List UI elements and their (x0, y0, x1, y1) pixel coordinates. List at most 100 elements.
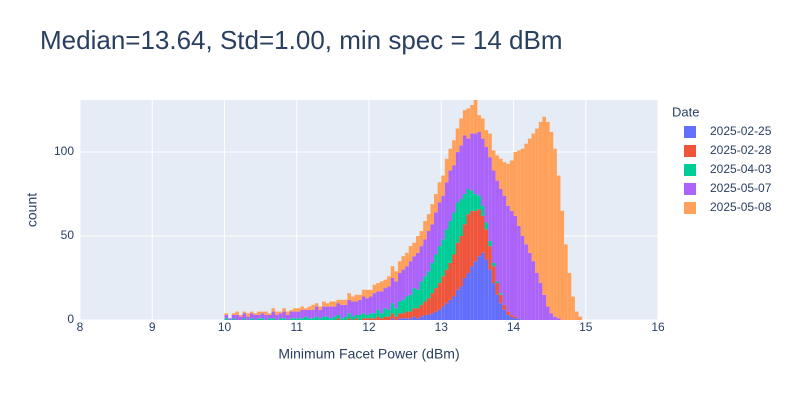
bar (499, 158, 503, 190)
bar (437, 182, 442, 203)
legend-item[interactable]: 2025-05-07 (684, 181, 772, 195)
bar (238, 314, 243, 317)
bar (390, 303, 395, 314)
bar (405, 318, 409, 320)
bar (231, 314, 236, 319)
bar (437, 283, 442, 310)
bar (260, 313, 265, 319)
bar (238, 316, 243, 320)
bar (267, 318, 272, 320)
bar (437, 246, 442, 284)
bar (271, 308, 276, 312)
bar (419, 281, 424, 305)
bar (369, 289, 373, 297)
bar (354, 318, 359, 320)
bar (452, 296, 456, 320)
bar (303, 308, 308, 310)
bar (275, 311, 279, 315)
bar (365, 318, 369, 320)
x-tick-label: 12 (362, 320, 376, 334)
legend-item[interactable]: 2025-02-28 (684, 143, 772, 157)
bar (347, 313, 351, 319)
x-tick-label: 8 (77, 320, 84, 334)
legend-item[interactable]: 2025-04-03 (684, 162, 772, 176)
bar (282, 308, 286, 312)
bar (430, 204, 435, 225)
bar (314, 316, 319, 320)
x-tick-label: 11 (291, 320, 304, 334)
bar (531, 261, 536, 320)
bar (379, 318, 384, 320)
bar (513, 215, 518, 317)
bar (311, 309, 315, 319)
bar (452, 212, 456, 255)
bar (495, 283, 500, 295)
bar (495, 294, 500, 320)
bar (556, 318, 561, 320)
bar (271, 318, 276, 320)
bar (434, 194, 438, 213)
bar (419, 304, 424, 317)
legend-item[interactable]: 2025-02-25 (684, 124, 772, 138)
legend-label: 2025-02-28 (710, 143, 772, 157)
bar (477, 115, 481, 132)
bar (365, 289, 369, 299)
bar (426, 230, 431, 272)
bar (397, 318, 402, 320)
bar (462, 278, 467, 320)
x-tick-label: 13 (435, 320, 449, 334)
bar (401, 299, 406, 314)
bar (401, 269, 406, 300)
bar (527, 252, 532, 320)
bar (434, 311, 438, 320)
bar (387, 276, 391, 287)
bar (556, 175, 561, 319)
bar (484, 130, 489, 148)
y-tick-label: 0 (67, 312, 74, 326)
bar (553, 148, 557, 317)
bar (329, 301, 333, 307)
bar (314, 306, 319, 317)
bar (419, 316, 424, 320)
bar (246, 316, 250, 320)
bar (246, 313, 250, 317)
bar (361, 289, 366, 297)
bar (397, 272, 402, 302)
bar (350, 316, 355, 320)
bar (546, 121, 550, 307)
bar (415, 252, 420, 290)
bar (350, 296, 355, 302)
bar (477, 195, 481, 210)
bar (231, 313, 236, 315)
bar (520, 236, 525, 320)
bar (318, 306, 323, 310)
legend-title: Date (672, 104, 699, 119)
bar (524, 244, 528, 320)
bar (390, 266, 395, 279)
bar (513, 316, 518, 319)
bar (513, 318, 518, 320)
legend-item[interactable]: 2025-05-08 (684, 200, 772, 214)
bar (441, 276, 445, 307)
bar (495, 180, 500, 282)
bar (275, 314, 279, 320)
legend-label: 2025-04-03 (710, 162, 772, 176)
bar (278, 318, 283, 320)
bar (574, 311, 579, 320)
bar (405, 266, 409, 297)
bar (466, 138, 471, 190)
bar (480, 118, 485, 139)
bar (499, 303, 503, 320)
bar (452, 254, 456, 297)
bar (408, 261, 413, 295)
bar (535, 128, 539, 273)
bar (318, 309, 323, 319)
bar (343, 299, 348, 305)
bar (271, 311, 276, 319)
y-axis-title: count (24, 193, 40, 227)
bar (426, 271, 431, 299)
bar (437, 309, 442, 320)
bar (293, 311, 297, 319)
bar (372, 293, 377, 314)
chart-title: Median=13.64, Std=1.00, min spec = 14 dB… (40, 25, 563, 55)
